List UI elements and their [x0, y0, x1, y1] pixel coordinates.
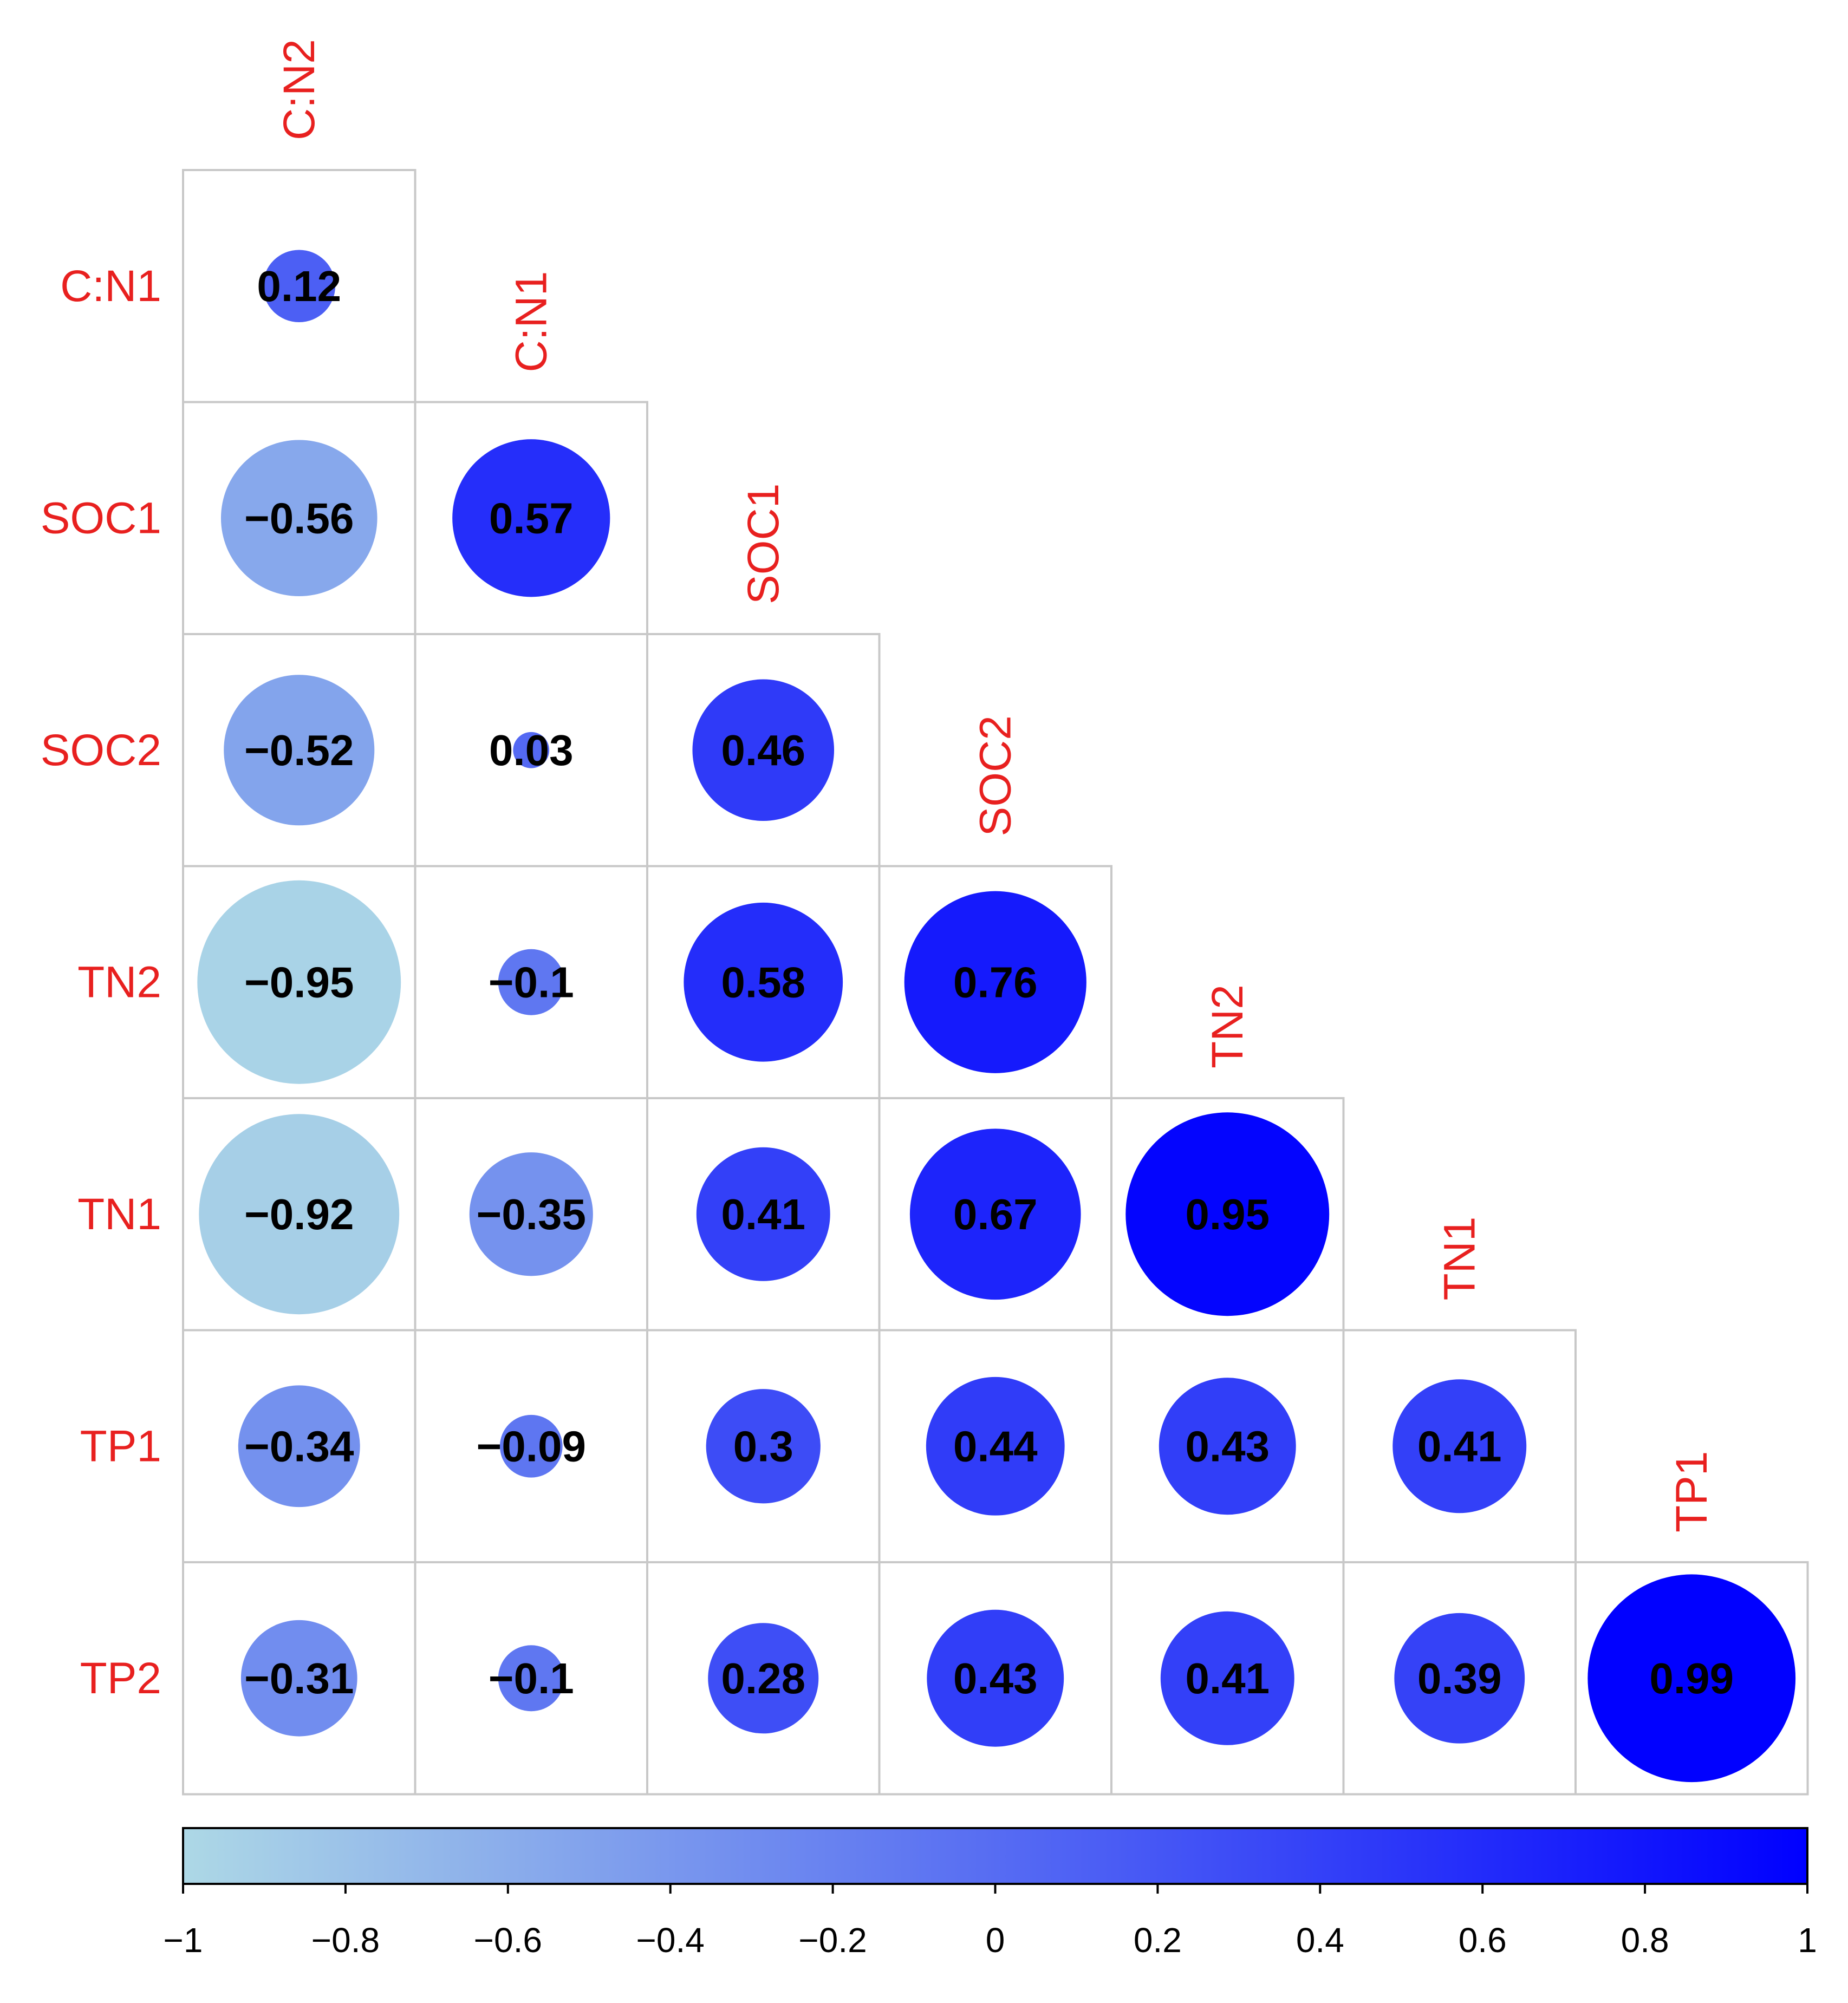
value-label-1-0: −0.56 [244, 494, 354, 542]
value-label-3-0: −0.95 [244, 958, 354, 1006]
value-label-5-5: 0.41 [1417, 1422, 1502, 1470]
row-label-3: TN2 [77, 957, 161, 1007]
row-label-5: TP1 [80, 1421, 161, 1471]
value-label-4-1: −0.35 [477, 1190, 586, 1238]
correlation-circle-3-2 [684, 902, 843, 1062]
row-label-6: TP2 [80, 1654, 161, 1703]
column-label-6: TP1 [1667, 1451, 1716, 1532]
correlation-circle-6-3 [927, 1609, 1064, 1747]
column-label-1: C:N1 [506, 271, 556, 373]
correlation-circle-6-2 [708, 1623, 819, 1734]
correlation-circle-4-3 [909, 1128, 1081, 1300]
correlation-circle-5-0 [238, 1385, 360, 1508]
correlation-circle-3-3 [904, 891, 1086, 1073]
correlation-grid: 0.12 −0.56 0.57 −0.52 0.03 0.46 −0.95 −0.1 0.58 0… [182, 169, 1809, 1796]
legend-tick-label-8: 0.6 [1459, 1921, 1507, 1960]
legend-tick-label-6: 0.2 [1134, 1921, 1182, 1960]
value-label-4-2: 0.41 [721, 1190, 805, 1238]
correlation-circle-6-5 [1394, 1613, 1525, 1744]
correlation-circle-3-1 [498, 949, 564, 1015]
legend-tick-label-3: −0.4 [636, 1921, 705, 1960]
cell-6-6 [1574, 1561, 1809, 1796]
correlation-circle-5-5 [1392, 1379, 1527, 1513]
value-label-2-2: 0.46 [721, 726, 805, 774]
value-label-6-2: 0.28 [721, 1654, 805, 1702]
value-label-2-0: −0.52 [244, 726, 354, 774]
legend-tick-label-9: 0.8 [1621, 1921, 1669, 1960]
value-label-6-1: −0.1 [489, 1654, 574, 1702]
value-label-4-0: −0.92 [244, 1190, 354, 1238]
correlation-circle-3-0 [197, 880, 401, 1084]
correlation-circle-4-4 [1125, 1112, 1330, 1316]
value-label-5-1: −0.09 [477, 1422, 586, 1470]
value-label-3-1: −0.1 [489, 958, 574, 1006]
value-label-3-3: 0.76 [953, 958, 1038, 1006]
correlation-circle-1-1 [452, 439, 610, 597]
value-label-5-4: 0.43 [1185, 1422, 1270, 1470]
column-label-2: SOC1 [739, 484, 788, 604]
value-label-2-1: 0.03 [489, 726, 574, 774]
value-label-6-4: 0.41 [1185, 1654, 1270, 1702]
value-label-6-6: 0.99 [1649, 1654, 1734, 1702]
correlation-circle-6-4 [1160, 1611, 1294, 1745]
column-label-3: SOC2 [971, 715, 1020, 836]
column-label-0: C:N2 [275, 39, 324, 140]
value-label-1-1: 0.57 [489, 494, 574, 542]
correlation-circle-5-3 [926, 1376, 1065, 1516]
correlation-circle-5-2 [706, 1389, 821, 1504]
correlation-circle-6-1 [498, 1645, 564, 1712]
value-label-5-0: −0.34 [244, 1422, 354, 1470]
row-label-2: SOC2 [41, 726, 161, 775]
color-legend: −1 −0.8 −0.6 −0.4 −0.2 0 0.2 0.4 0.6 0.8 1 [164, 1827, 1817, 1960]
value-label-6-5: 0.39 [1417, 1654, 1502, 1702]
correlation-circle-1-0 [220, 440, 378, 597]
color-legend-ticks: −1 −0.8 −0.6 −0.4 −0.2 0 0.2 0.4 0.6 0.8 1 [164, 1884, 1817, 1960]
value-label-0-0: 0.12 [257, 262, 341, 310]
value-label-4-4: 0.95 [1185, 1190, 1270, 1238]
value-label-5-2: 0.3 [733, 1422, 793, 1470]
legend-tick-label-1: −0.8 [311, 1921, 380, 1960]
value-label-6-0: −0.31 [244, 1654, 354, 1702]
value-label-3-2: 0.58 [721, 958, 805, 1006]
value-label-5-3: 0.44 [953, 1422, 1038, 1470]
column-label-4: TN2 [1203, 984, 1252, 1068]
value-label-6-3: 0.43 [953, 1654, 1038, 1702]
correlation-circle-5-4 [1159, 1378, 1296, 1515]
value-label-4-3: 0.67 [953, 1190, 1038, 1238]
correlation-circle-6-0 [240, 1620, 357, 1737]
legend-tick-label-7: 0.4 [1296, 1921, 1344, 1960]
correlation-circle-6-6 [1587, 1574, 1796, 1783]
correlation-circle-4-0 [199, 1114, 400, 1315]
legend-tick-label-0: −1 [164, 1921, 203, 1960]
row-label-1: SOC1 [41, 493, 161, 543]
correlation-circle-4-1 [469, 1152, 593, 1276]
legend-tick-label-5: 0 [986, 1921, 1005, 1960]
correlation-circle-2-1 [513, 732, 550, 768]
legend-tick-label-2: −0.6 [474, 1921, 542, 1960]
legend-tick-label-4: −0.2 [798, 1921, 867, 1960]
row-label-0: C:N1 [60, 262, 161, 311]
correlation-circle-4-2 [696, 1147, 830, 1281]
row-label-4: TN1 [77, 1190, 161, 1239]
legend-tick-label-10: 1 [1798, 1921, 1817, 1960]
correlation-circle-2-0 [224, 675, 375, 826]
correlation-circle-0-0 [263, 250, 336, 323]
color-legend-bar [182, 1827, 1808, 1885]
correlation-circle-2-2 [692, 679, 835, 821]
correlation-circle-5-1 [499, 1414, 563, 1478]
row-labels: C:N1 SOC1 SOC2 TN2 TN1 TP1 TP2 [41, 262, 161, 1703]
column-labels: C:N2 C:N1 SOC1 SOC2 TN2 TN1 TP1 [275, 39, 1716, 1532]
column-label-5: TN1 [1435, 1217, 1484, 1301]
